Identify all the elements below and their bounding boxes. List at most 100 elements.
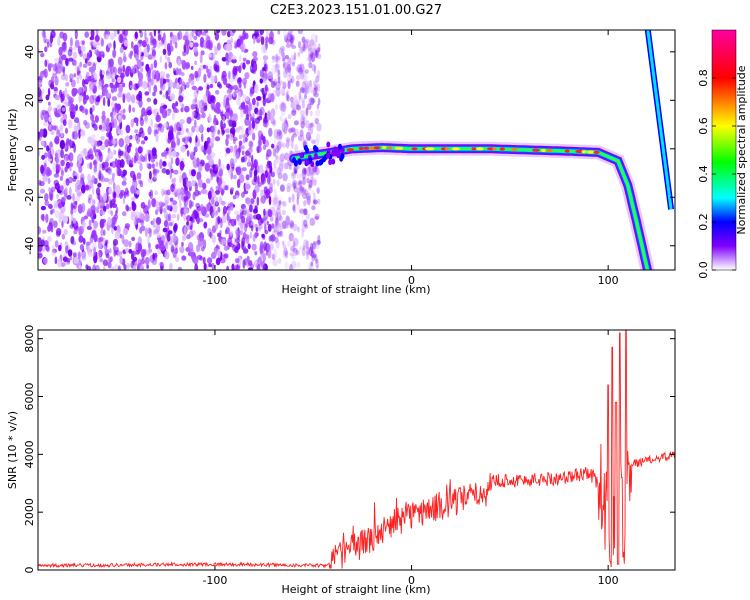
- noise-blob: [297, 30, 304, 35]
- noise-blob: [263, 241, 267, 252]
- noise-blob: [102, 86, 108, 97]
- noise-blob: [43, 121, 48, 127]
- noise-blob: [92, 40, 98, 48]
- noise-blob: [232, 65, 238, 76]
- noise-blob: [291, 56, 296, 65]
- noise-blob: [188, 222, 192, 227]
- noise-blob: [149, 31, 153, 37]
- noise-blob: [88, 153, 95, 160]
- noise-blob: [78, 264, 82, 270]
- noise-blob: [132, 179, 138, 189]
- trace-jitter: [315, 160, 320, 167]
- noise-blob: [302, 88, 308, 94]
- noise-blob: [84, 184, 90, 191]
- noise-blob: [293, 248, 298, 256]
- noise-blob: [154, 209, 159, 215]
- noise-blob: [266, 149, 272, 157]
- noise-blob: [86, 52, 90, 61]
- noise-blob: [101, 114, 106, 121]
- noise-blob: [194, 125, 201, 133]
- noise-blob: [239, 55, 242, 62]
- noise-blob: [305, 107, 309, 116]
- noise-blob: [271, 39, 276, 46]
- noise-blob: [54, 135, 60, 145]
- noise-blob: [300, 133, 305, 144]
- noise-blob: [43, 160, 48, 165]
- trace-hotspot: [476, 147, 484, 151]
- noise-blob: [274, 194, 280, 204]
- noise-blob: [118, 114, 122, 120]
- noise-blob: [151, 198, 157, 208]
- noise-blob: [281, 209, 286, 216]
- noise-blob: [59, 139, 65, 150]
- noise-blob: [301, 247, 306, 257]
- noise-blob: [69, 186, 72, 196]
- noise-blob: [221, 238, 227, 246]
- noise-blob: [51, 249, 56, 256]
- noise-blob: [227, 57, 232, 63]
- noise-blob: [270, 93, 275, 103]
- noise-blob: [76, 184, 82, 191]
- noise-blob: [248, 140, 253, 148]
- noise-blob: [260, 253, 263, 258]
- noise-blob: [282, 122, 287, 131]
- noise-blob: [132, 256, 138, 262]
- noise-blob: [208, 113, 212, 123]
- noise-blob: [112, 72, 116, 79]
- noise-blob: [310, 179, 315, 187]
- noise-blob: [85, 94, 90, 101]
- noise-blob: [223, 253, 229, 259]
- noise-blob: [106, 73, 111, 80]
- noise-blob: [288, 196, 292, 203]
- noise-blob: [139, 154, 145, 162]
- noise-blob: [275, 81, 281, 91]
- noise-blob: [148, 191, 152, 197]
- noise-blob: [260, 36, 265, 46]
- noise-blob: [228, 77, 235, 83]
- trace-hotspot: [546, 148, 553, 153]
- noise-blob: [285, 72, 288, 78]
- noise-blob: [73, 207, 77, 213]
- noise-blob: [79, 72, 82, 81]
- noise-blob: [287, 33, 293, 38]
- noise-blob: [285, 215, 291, 226]
- noise-blob: [221, 189, 225, 194]
- noise-blob: [281, 118, 286, 128]
- noise-blob: [88, 252, 94, 257]
- noise-blob: [144, 37, 149, 43]
- noise-blob: [192, 191, 196, 201]
- noise-blob: [252, 56, 258, 62]
- noise-blob: [169, 169, 173, 180]
- noise-blob: [214, 60, 219, 67]
- noise-blob: [52, 125, 57, 131]
- noise-blob: [227, 119, 232, 124]
- noise-blob: [304, 83, 310, 90]
- noise-blob: [271, 209, 277, 217]
- noise-blob: [196, 171, 202, 181]
- noise-blob: [301, 169, 307, 180]
- noise-blob: [162, 160, 167, 167]
- noise-blob: [91, 61, 97, 66]
- noise-blob: [314, 86, 318, 93]
- noise-blob: [215, 220, 218, 231]
- noise-blob: [121, 211, 127, 217]
- noise-blob: [313, 64, 317, 75]
- noise-blob: [44, 113, 49, 123]
- noise-blob: [193, 146, 198, 153]
- noise-blob: [42, 88, 45, 94]
- noise-blob: [271, 179, 277, 184]
- noise-blob: [80, 94, 83, 102]
- noise-blob: [119, 34, 123, 44]
- noise-blob: [125, 247, 129, 254]
- noise-blob: [143, 248, 147, 257]
- noise-blob: [130, 260, 134, 269]
- noise-blob: [312, 199, 316, 204]
- noise-blob: [139, 227, 143, 234]
- noise-blob: [305, 246, 310, 256]
- noise-blob: [104, 239, 109, 245]
- noise-blob: [298, 41, 302, 49]
- noise-blob: [216, 30, 221, 34]
- trace-band-cyan: [291, 145, 650, 270]
- noise-blob: [301, 81, 307, 90]
- noise-blob: [168, 151, 172, 159]
